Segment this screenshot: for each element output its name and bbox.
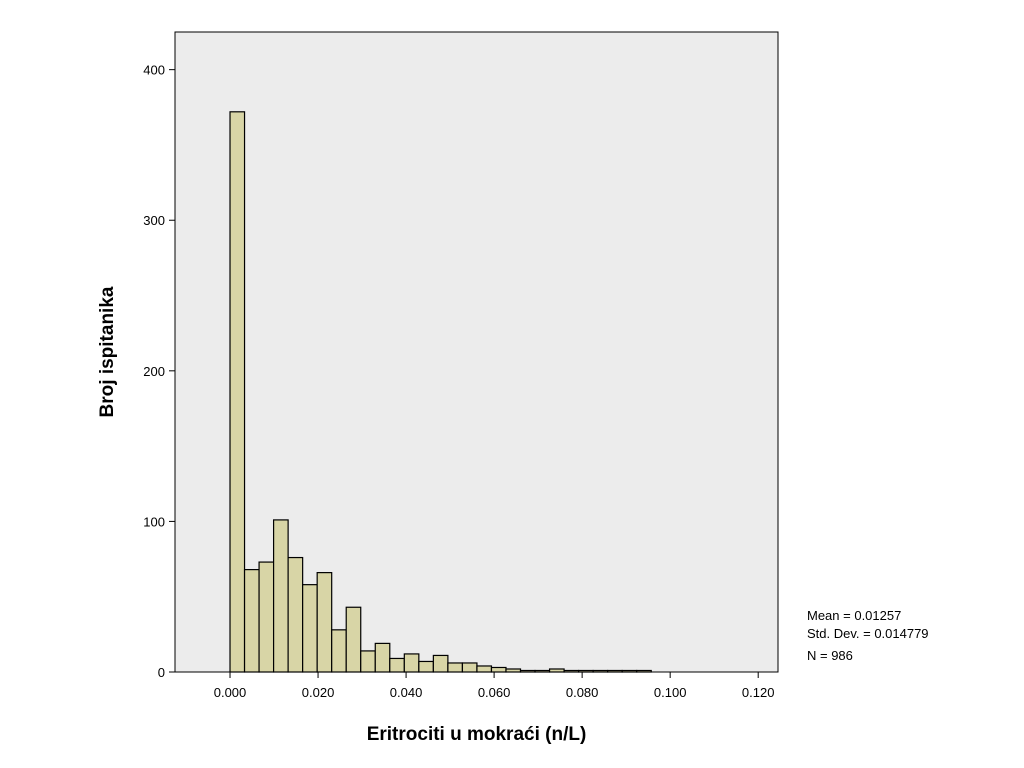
histogram-bar <box>316 572 333 673</box>
histogram-bar <box>302 584 318 673</box>
stat-mean: Mean = 0.01257 <box>807 608 901 623</box>
histogram-bar <box>461 662 478 673</box>
histogram-bar <box>490 666 507 673</box>
histogram-bar <box>636 669 652 673</box>
x-axis-ticks: 0.000 0.020 0.040 0.060 0.080 0.100 0.120 <box>214 672 775 700</box>
histogram-bar <box>418 660 434 673</box>
histogram-bar <box>519 669 536 673</box>
histogram-bar <box>360 650 376 673</box>
y-tick-label: 100 <box>143 514 165 529</box>
x-tick-label: 0.120 <box>742 685 775 700</box>
histogram-bar <box>447 662 464 673</box>
y-axis-ticks: 0 100 200 300 400 <box>143 63 175 680</box>
y-tick-label: 400 <box>143 63 165 78</box>
x-tick-label: 0.020 <box>302 685 335 700</box>
x-tick-label: 0.000 <box>214 685 247 700</box>
histogram-bar <box>607 669 623 673</box>
histogram-bar <box>287 556 304 673</box>
histogram-bar <box>272 519 289 673</box>
histogram-bar <box>374 642 391 673</box>
histogram-bar <box>505 668 522 673</box>
histogram-bar <box>258 561 275 673</box>
y-axis-title: Broj ispitanika <box>97 286 118 417</box>
stat-n: N = 986 <box>807 648 853 663</box>
x-tick-label: 0.080 <box>566 685 599 700</box>
histogram-bar <box>432 654 449 673</box>
histogram-bar <box>331 629 347 673</box>
histogram-bar <box>592 669 609 673</box>
stats-box: Mean = 0.01257 Std. Dev. = 0.014779 N = … <box>807 608 929 663</box>
histogram-bar <box>534 669 551 673</box>
x-tick-label: 0.100 <box>654 685 687 700</box>
histogram-bar <box>243 568 260 673</box>
histogram-bars <box>229 111 652 673</box>
histogram-bar <box>578 669 594 673</box>
y-tick-label: 0 <box>158 665 165 680</box>
histogram-bar <box>389 657 405 673</box>
histogram-bar <box>548 668 565 673</box>
histogram-bar <box>563 669 580 673</box>
histogram-bar <box>403 653 420 673</box>
x-tick-label: 0.060 <box>478 685 511 700</box>
histogram-bar <box>476 665 493 673</box>
x-axis-title: Eritrociti u mokraći (n/L) <box>367 724 587 745</box>
histogram-bar <box>229 111 246 673</box>
histogram-bar <box>621 669 638 673</box>
x-tick-label: 0.040 <box>390 685 423 700</box>
y-tick-label: 200 <box>143 364 165 379</box>
stat-std-dev: Std. Dev. = 0.014779 <box>807 626 929 641</box>
y-tick-label: 300 <box>143 213 165 228</box>
histogram-bar <box>345 606 362 673</box>
